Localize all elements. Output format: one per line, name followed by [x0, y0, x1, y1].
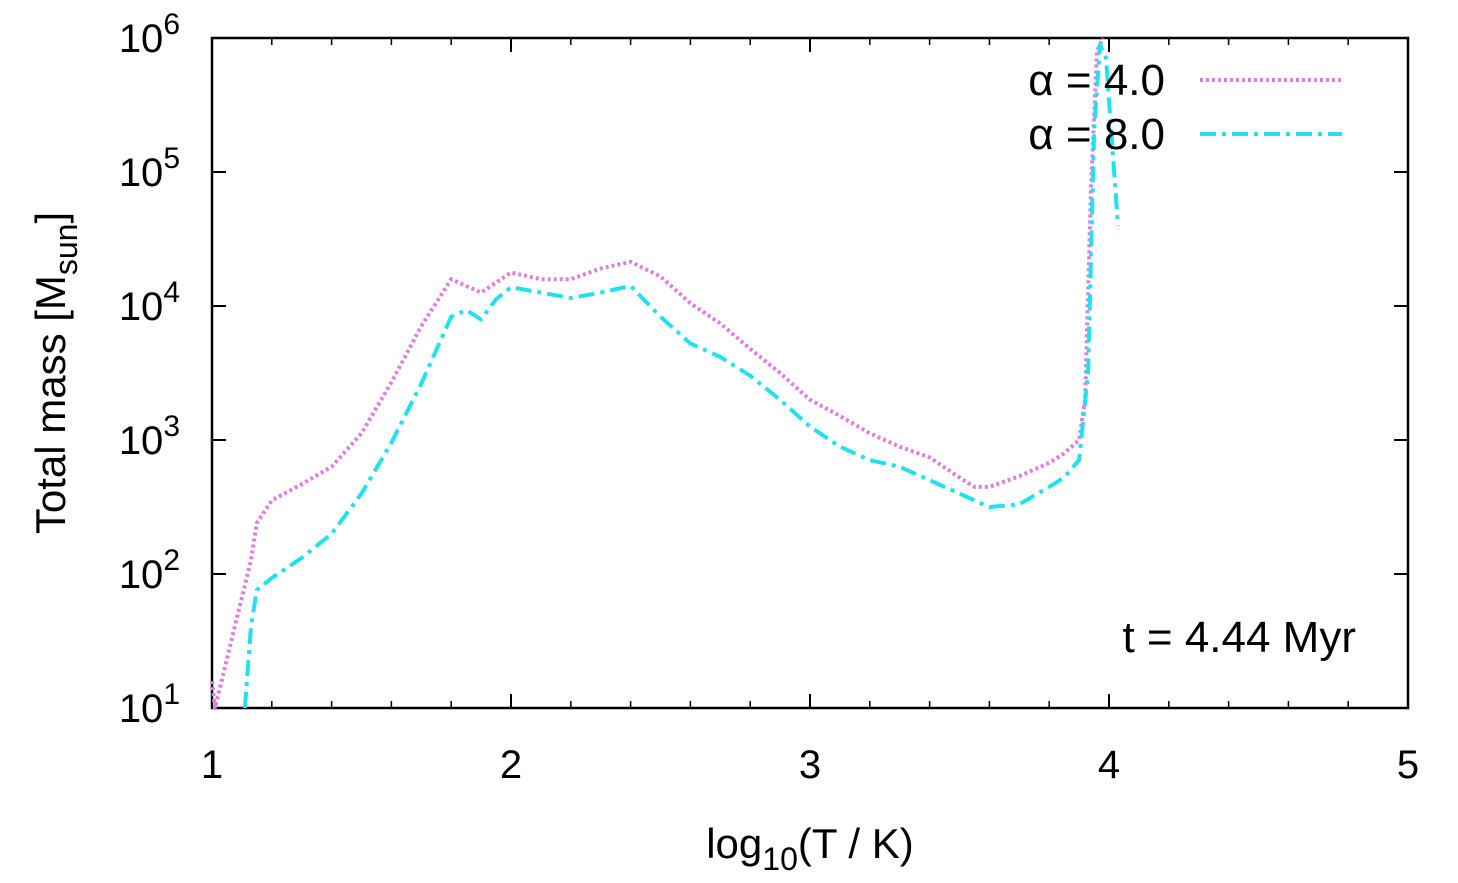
- y-tick-label-5: 106: [119, 8, 180, 61]
- legend-label-0: α = 4.0: [1028, 56, 1165, 105]
- legend: α = 4.0 α = 8.0: [1028, 56, 1342, 159]
- x-tick-label-4: 5: [1397, 743, 1419, 787]
- series-line-0: [210, 37, 1105, 710]
- y-tick-label-4: 105: [119, 142, 180, 195]
- plot-frame: [210, 36, 1410, 710]
- series-line-1: [242, 42, 1120, 709]
- y-tick-label-0: 101: [119, 678, 180, 731]
- x-tick-label-1: 2: [500, 743, 522, 787]
- y-tick-label-2: 103: [119, 410, 180, 463]
- x-axis-label: log10(T / K): [706, 820, 914, 877]
- legend-label-1: α = 8.0: [1028, 110, 1165, 159]
- x-tick-label-0: 1: [201, 743, 223, 787]
- axis-ticks: 1 2 3 4 5 101 102 103 104 105 106: [119, 8, 1419, 787]
- x-tick-label-3: 4: [1098, 743, 1120, 787]
- y-axis-label: Total mass [Msun]: [27, 212, 84, 534]
- y-tick-label-1: 102: [119, 544, 180, 597]
- x-tick-label-2: 3: [799, 743, 821, 787]
- y-tick-label-3: 104: [119, 276, 180, 329]
- series-layer: [210, 37, 1120, 710]
- time-annotation: t = 4.44 Myr: [1122, 613, 1356, 662]
